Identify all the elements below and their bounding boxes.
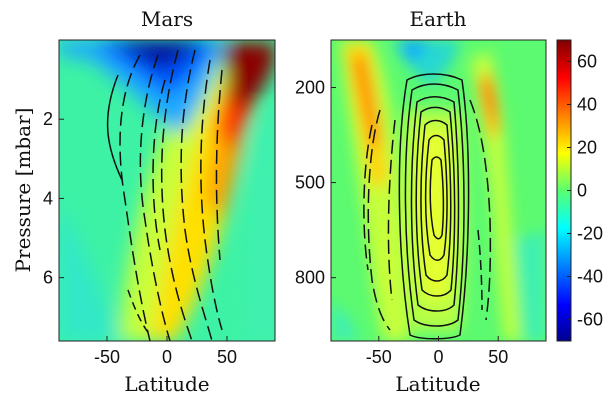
mars-title: Mars bbox=[141, 7, 193, 31]
earth-xtick-label: -50 bbox=[366, 347, 392, 367]
colorbar-tick-label: 0 bbox=[577, 181, 587, 201]
earth-ytick-label: 500 bbox=[295, 173, 325, 193]
mars-heatmap bbox=[59, 40, 275, 341]
mars-ytick-label: 6 bbox=[43, 268, 53, 288]
mars-xtick-label: 0 bbox=[162, 347, 172, 367]
colorbar-tick-label: -60 bbox=[577, 310, 603, 330]
earth-heatmap bbox=[331, 40, 546, 341]
mars-xlabel: Latitude bbox=[124, 372, 209, 396]
mars-xtick-label: -50 bbox=[94, 347, 120, 367]
colorbar-ticks: 60 40 20 0 -20 -40 -60 bbox=[567, 52, 603, 330]
earth-xtick-label: 50 bbox=[488, 347, 508, 367]
earth-y-axis: 200 500 800 bbox=[295, 78, 336, 288]
earth-contours bbox=[363, 73, 492, 340]
colorbar-tick-label: -40 bbox=[577, 267, 603, 287]
earth-title: Earth bbox=[409, 7, 466, 31]
colorbar-tick-label: 60 bbox=[577, 52, 597, 72]
mars-contours bbox=[106, 49, 223, 341]
colorbar: 60 40 20 0 -20 -40 -60 bbox=[556, 39, 603, 342]
earth-xtick-label: 0 bbox=[433, 347, 443, 367]
colorbar-tick-label: 20 bbox=[577, 138, 597, 158]
mars-ylabel: Pressure [mbar] bbox=[11, 108, 35, 273]
earth-ytick-label: 200 bbox=[295, 78, 325, 98]
earth-xlabel: Latitude bbox=[395, 372, 480, 396]
colorbar-tick-label: -20 bbox=[577, 224, 603, 244]
earth-panel: Earth bbox=[295, 7, 547, 396]
mars-xtick-label: 50 bbox=[217, 347, 237, 367]
mars-x-axis: -50 0 50 bbox=[94, 336, 237, 367]
earth-ytick-label: 800 bbox=[295, 268, 325, 288]
earth-x-axis: -50 0 50 bbox=[366, 336, 508, 367]
mars-ytick-label: 2 bbox=[43, 109, 53, 129]
mars-ytick-label: 4 bbox=[43, 188, 53, 208]
mars-y-axis: 2 4 6 bbox=[43, 109, 64, 288]
mars-panel: Mars bbox=[11, 7, 276, 396]
colorbar-tick-label: 40 bbox=[577, 95, 597, 115]
